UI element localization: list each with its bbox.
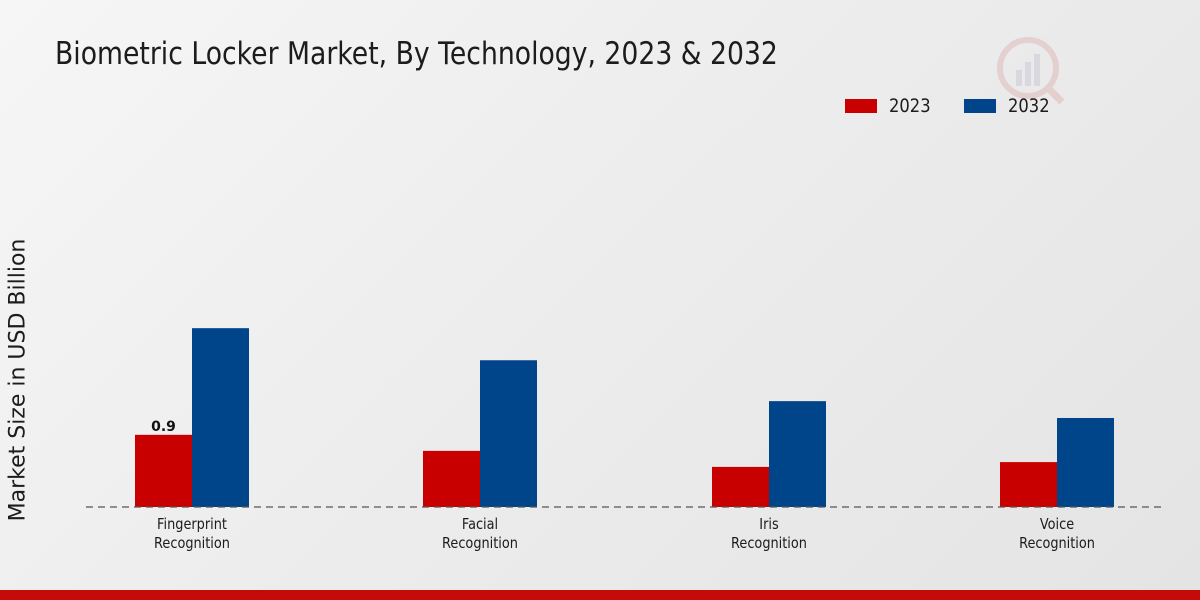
chart-title: Biometric Locker Market, By Technology, … xyxy=(55,36,778,72)
legend-swatch-2023 xyxy=(845,99,877,113)
legend-label-2023: 2023 xyxy=(889,95,931,117)
legend-swatch-2032 xyxy=(964,99,996,113)
brand-logo-icon xyxy=(997,37,1065,105)
bar-2023-1[interactable] xyxy=(423,450,480,507)
x-tick-label: Iris Recognition xyxy=(731,516,807,552)
bar-2032-3[interactable] xyxy=(1057,417,1114,507)
data-label: 0.9 xyxy=(151,419,176,435)
x-tick-label: Fingerprint Recognition xyxy=(154,516,230,552)
bar-2023-0[interactable] xyxy=(135,434,192,507)
x-tick-label: Voice Recognition xyxy=(1019,516,1095,552)
footer-bar xyxy=(0,590,1200,600)
x-tick-label: Facial Recognition xyxy=(442,516,518,552)
bar-2032-2[interactable] xyxy=(769,401,826,507)
bar-2023-3[interactable] xyxy=(1000,462,1057,507)
bar-2032-1[interactable] xyxy=(480,360,537,507)
legend-label-2032: 2032 xyxy=(1008,95,1050,117)
bar-2032-0[interactable] xyxy=(192,328,249,507)
bar-2023-2[interactable] xyxy=(712,466,769,507)
